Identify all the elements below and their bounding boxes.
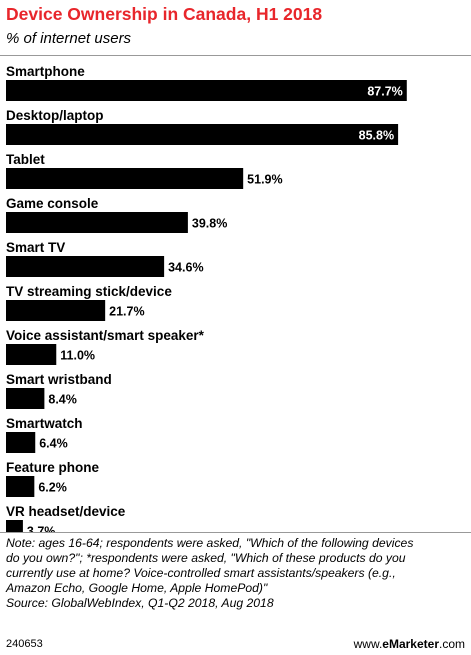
value-label: 34.6%	[168, 261, 203, 275]
bar	[6, 212, 188, 233]
brand-prefix: www.	[353, 637, 383, 651]
chart-title: Device Ownership in Canada, H1 2018	[6, 4, 323, 24]
chart-id: 240653	[6, 638, 43, 650]
category-label: Smartwatch	[6, 416, 83, 431]
category-label: Game console	[6, 196, 99, 211]
note-line: Note: ages 16-64; respondents were asked…	[6, 536, 414, 550]
category-label: Smartphone	[6, 64, 85, 79]
value-label: 3.7%	[27, 525, 56, 533]
brand-suffix: .com	[438, 637, 465, 651]
bar	[6, 168, 244, 189]
top-divider	[0, 55, 471, 56]
chart-subtitle: % of internet users	[6, 30, 132, 47]
bar-chart: Smartphone 87.7% Desktop/laptop 85.8% Tablet…	[6, 64, 407, 533]
chart-notes: Note: ages 16-64; respondents were asked…	[6, 536, 468, 611]
value-label: 8.4%	[48, 393, 77, 407]
category-label: Smart wristband	[6, 372, 112, 387]
category-label: Desktop/laptop	[6, 108, 104, 123]
bar	[6, 80, 407, 101]
value-label: 87.7%	[367, 85, 402, 99]
bar	[6, 300, 106, 321]
note-line: do you own?"; *respondents were asked, "…	[6, 551, 406, 565]
value-label: 21.7%	[109, 305, 144, 319]
value-label: 11.0%	[60, 349, 95, 363]
category-label: Voice assistant/smart speaker*	[6, 328, 205, 343]
bottom-divider	[0, 532, 471, 533]
bar	[6, 344, 57, 365]
note-line: currently use at home? Voice-controlled …	[6, 566, 396, 580]
category-label: Smart TV	[6, 240, 65, 255]
note-line: Amazon Echo, Google Home, Apple HomePod)…	[6, 581, 268, 595]
brand-logo: www.eMarketer.com	[354, 637, 465, 651]
category-label: Feature phone	[6, 460, 100, 475]
value-label: 39.8%	[192, 217, 227, 231]
bar	[6, 256, 165, 277]
category-label: Tablet	[6, 152, 45, 167]
bar	[6, 124, 399, 145]
category-label: TV streaming stick/device	[6, 284, 172, 299]
category-label: VR headset/device	[6, 504, 126, 519]
value-label: 85.8%	[359, 129, 394, 143]
value-label: 6.2%	[38, 481, 67, 495]
source-line: Source: GlobalWebIndex, Q1-Q2 2018, Aug …	[6, 596, 274, 610]
bar	[6, 432, 36, 453]
bar	[6, 520, 23, 532]
value-label: 51.9%	[247, 173, 282, 187]
value-label: 6.4%	[39, 437, 68, 451]
brand-name: eMarketer	[382, 637, 439, 651]
bar	[6, 388, 45, 409]
bar	[6, 476, 35, 497]
